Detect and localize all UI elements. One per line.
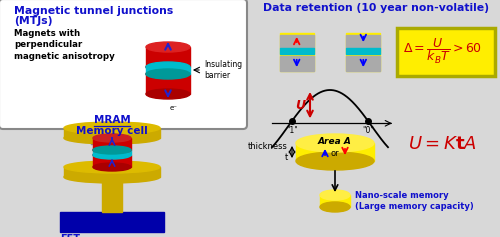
Text: Nano-scale memory
(Large memory capacity): Nano-scale memory (Large memory capacity… (355, 191, 474, 211)
Bar (280, 33, 314, 71)
Ellipse shape (146, 69, 190, 79)
Ellipse shape (93, 151, 131, 159)
Bar (346, 56, 380, 71)
Text: Memory cell: Memory cell (76, 126, 148, 136)
Ellipse shape (296, 152, 374, 170)
Bar (296, 143, 374, 161)
Bar (93, 150, 131, 155)
Bar (346, 48, 380, 54)
Bar (146, 67, 190, 74)
Text: $\Delta = \dfrac{U}{k_B T} > 60$: $\Delta = \dfrac{U}{k_B T} > 60$ (403, 36, 482, 65)
Ellipse shape (64, 132, 160, 144)
Text: e⁻: e⁻ (170, 105, 178, 111)
Text: Magnetic tunnel junctions: Magnetic tunnel junctions (14, 6, 173, 16)
Ellipse shape (64, 171, 160, 183)
Ellipse shape (93, 146, 131, 154)
Ellipse shape (64, 122, 160, 134)
Ellipse shape (146, 69, 190, 79)
Bar (346, 33, 380, 71)
Text: Data retention (10 year non-volatile): Data retention (10 year non-volatile) (263, 3, 489, 13)
Bar (320, 195, 350, 207)
Ellipse shape (146, 42, 190, 52)
Ellipse shape (146, 62, 190, 72)
Polygon shape (92, 124, 135, 141)
Text: Magnets with
perpendicular
magnetic anisotropy: Magnets with perpendicular magnetic anis… (14, 29, 115, 61)
Bar (102, 174, 122, 212)
Bar (64, 167, 160, 177)
Text: Insulating
barrier: Insulating barrier (204, 60, 242, 80)
Polygon shape (92, 125, 135, 144)
FancyBboxPatch shape (397, 28, 495, 76)
Ellipse shape (320, 190, 350, 200)
Bar (146, 47, 190, 67)
Bar (146, 74, 190, 94)
Text: "0": "0" (362, 126, 374, 135)
Bar (93, 138, 131, 150)
Ellipse shape (64, 161, 160, 173)
Bar (280, 35, 314, 48)
Text: Area A: Area A (318, 137, 352, 146)
Text: U: U (295, 99, 305, 112)
Text: thickness
t: thickness t (248, 142, 288, 162)
Ellipse shape (93, 146, 131, 154)
Bar (280, 48, 314, 54)
Text: (MTJs): (MTJs) (14, 16, 52, 26)
Text: "1": "1" (286, 126, 298, 135)
Bar (64, 128, 160, 138)
Text: or: or (330, 150, 340, 159)
Bar (280, 56, 314, 71)
Text: $U = \mathbf{\mathit{K}t\mathit{A}}$: $U = \mathbf{\mathit{K}t\mathit{A}}$ (408, 135, 477, 153)
Text: MRAM: MRAM (94, 115, 130, 125)
Ellipse shape (320, 202, 350, 212)
Ellipse shape (296, 134, 374, 152)
Bar (60, 212, 164, 232)
Ellipse shape (93, 151, 131, 159)
Ellipse shape (93, 163, 131, 171)
FancyBboxPatch shape (0, 0, 247, 129)
Bar (346, 35, 380, 48)
Ellipse shape (146, 89, 190, 99)
Text: FET: FET (60, 234, 80, 237)
Ellipse shape (146, 62, 190, 72)
Bar (93, 155, 131, 167)
Ellipse shape (93, 134, 131, 142)
